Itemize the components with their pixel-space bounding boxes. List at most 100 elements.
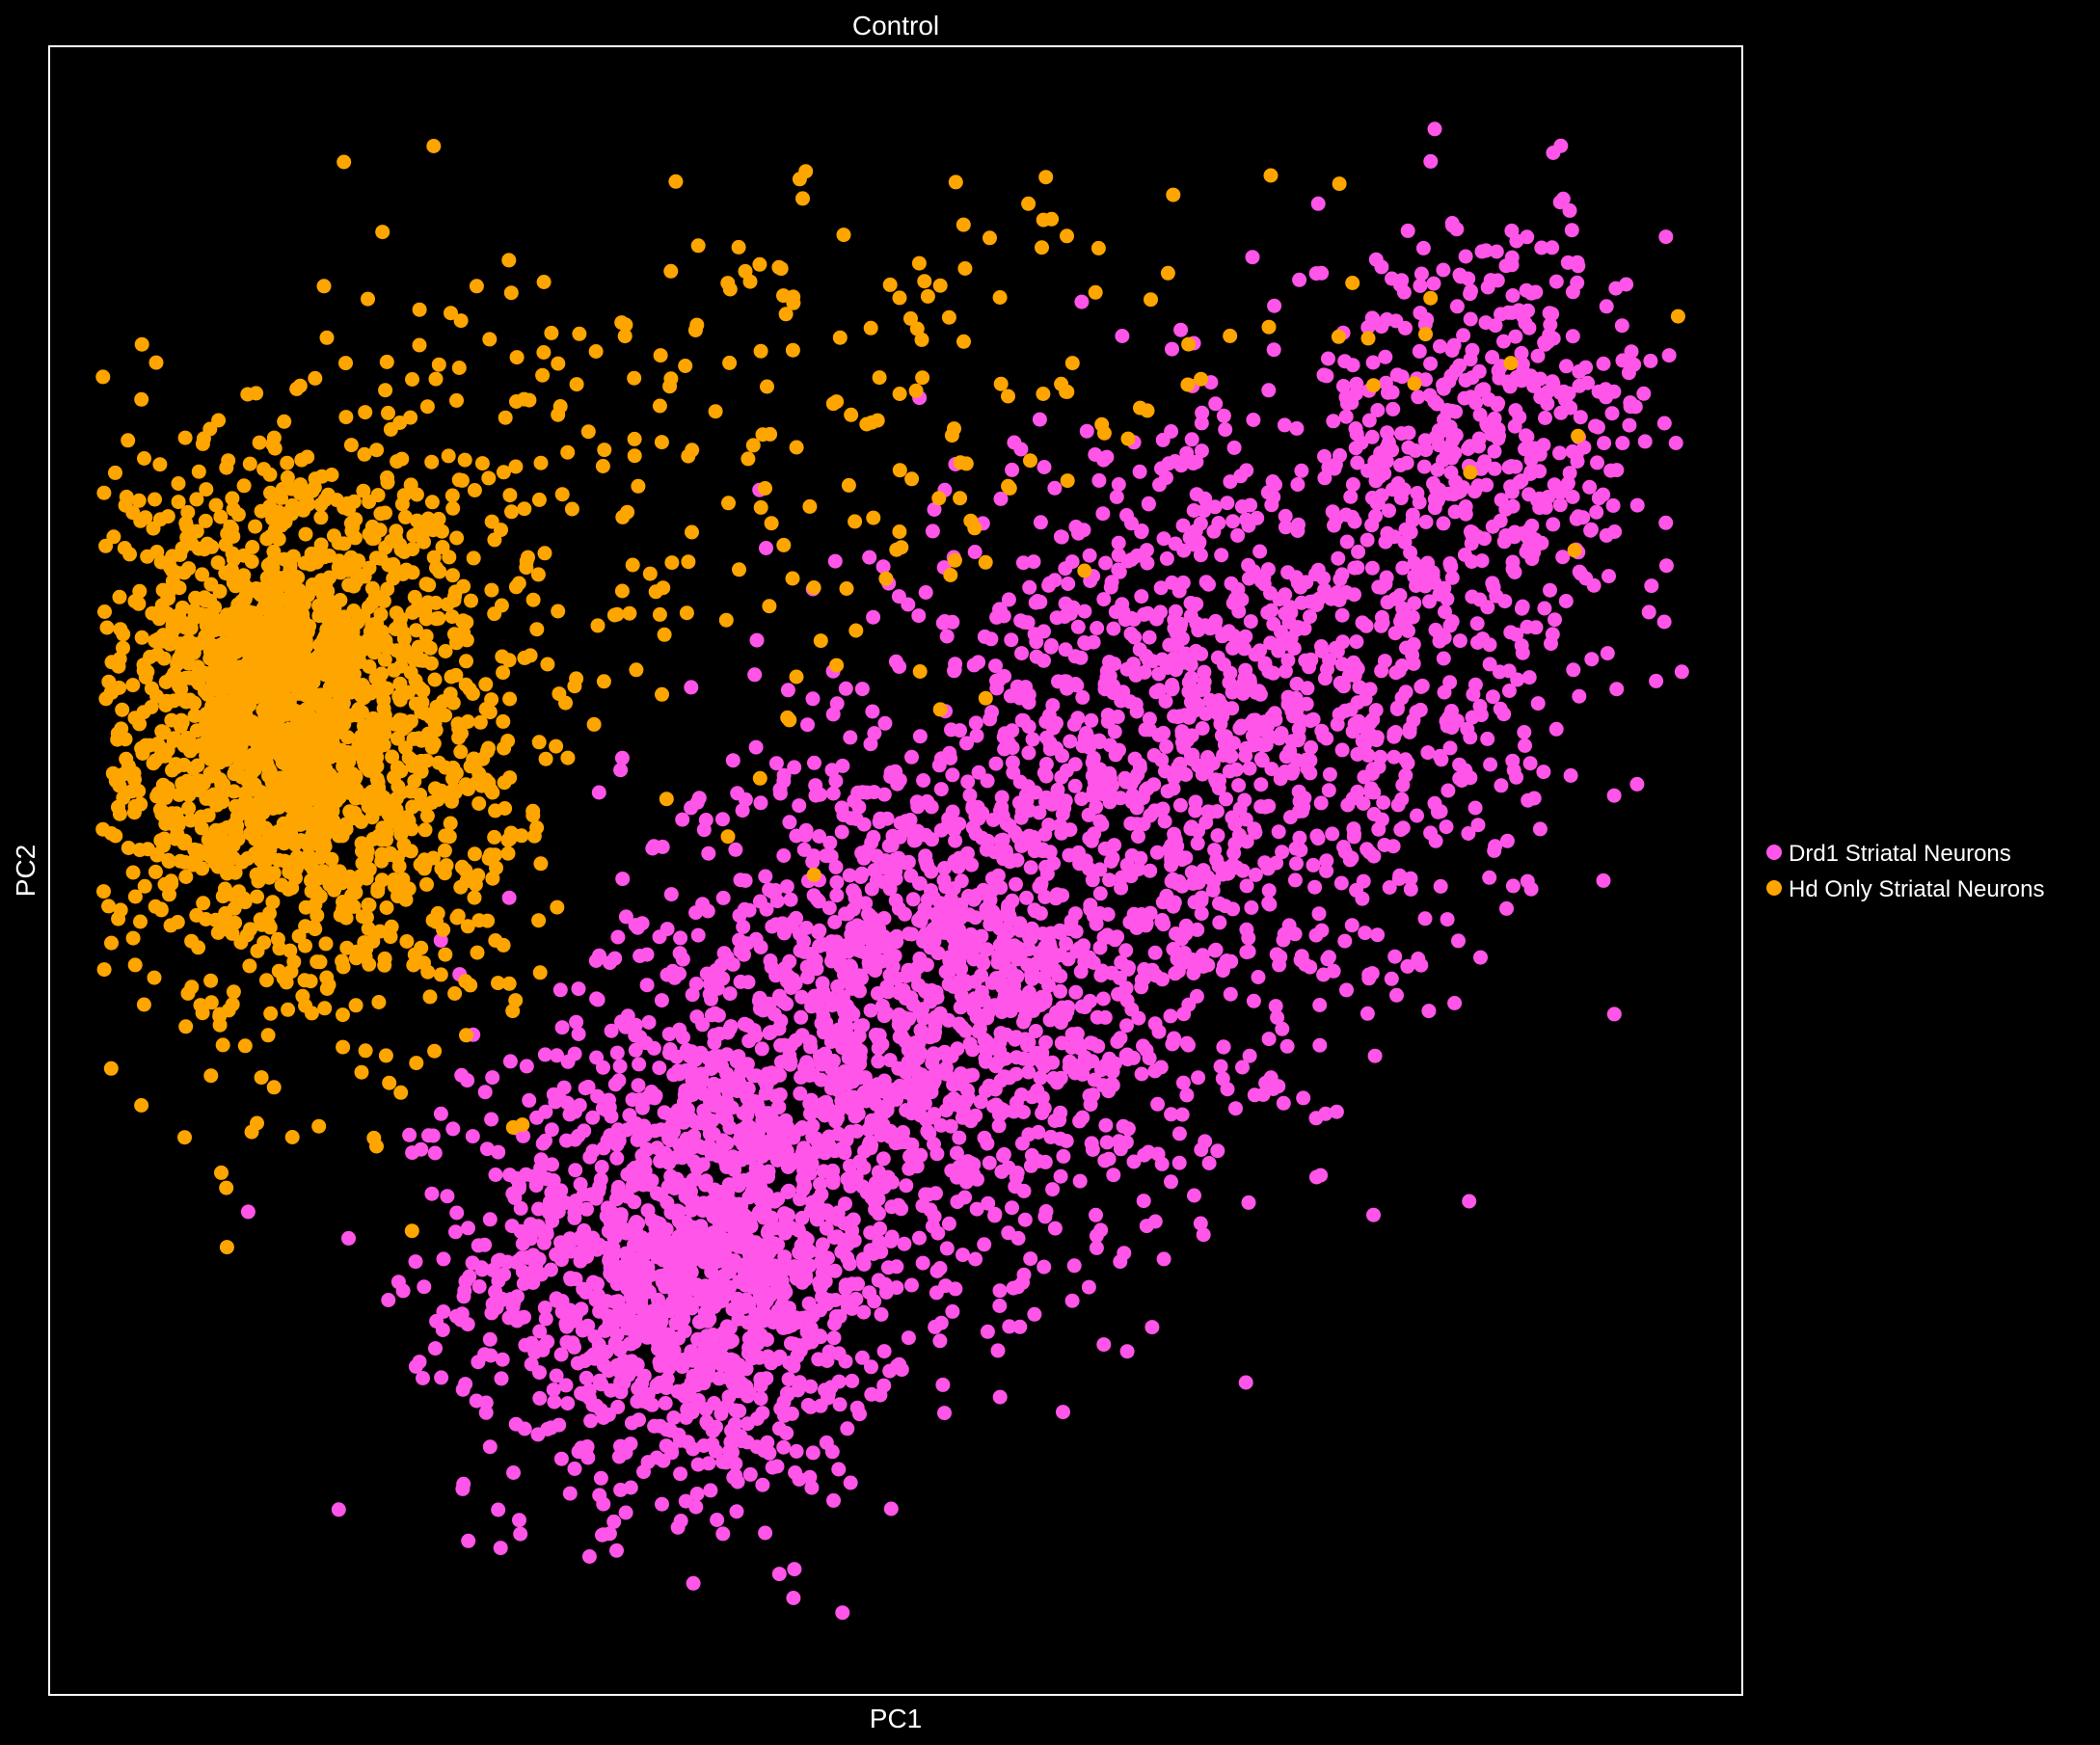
data-point bbox=[741, 1340, 757, 1356]
data-point bbox=[969, 1201, 984, 1217]
data-point bbox=[1252, 544, 1268, 559]
data-point bbox=[1063, 605, 1078, 621]
data-point bbox=[560, 1396, 576, 1411]
data-point bbox=[1013, 442, 1029, 457]
data-point bbox=[1241, 571, 1256, 586]
data-point bbox=[1487, 461, 1502, 476]
data-point bbox=[997, 988, 1012, 1004]
data-point bbox=[960, 846, 975, 861]
data-point bbox=[1464, 554, 1479, 569]
data-point bbox=[726, 1361, 740, 1377]
data-point bbox=[927, 1028, 942, 1043]
data-point bbox=[744, 1184, 760, 1199]
data-point bbox=[1386, 839, 1401, 854]
data-point bbox=[603, 955, 617, 971]
data-point bbox=[537, 546, 552, 561]
data-point bbox=[563, 1272, 579, 1287]
data-point bbox=[473, 1260, 489, 1275]
data-point bbox=[1106, 621, 1121, 636]
data-point bbox=[731, 1311, 746, 1327]
data-point bbox=[1332, 593, 1347, 607]
data-point bbox=[602, 1251, 617, 1267]
data-point bbox=[639, 1329, 655, 1345]
data-point bbox=[769, 1459, 785, 1474]
data-point bbox=[912, 729, 928, 744]
data-point bbox=[822, 835, 838, 850]
data-point bbox=[776, 1408, 792, 1423]
data-point bbox=[736, 1137, 751, 1152]
data-point bbox=[904, 749, 919, 765]
data-point bbox=[1103, 854, 1118, 869]
data-point bbox=[1072, 1173, 1088, 1189]
data-point bbox=[1548, 721, 1564, 737]
data-point bbox=[1392, 278, 1408, 293]
data-point bbox=[776, 773, 792, 789]
data-point bbox=[829, 696, 845, 711]
data-point bbox=[552, 1192, 568, 1207]
data-point bbox=[689, 794, 705, 810]
data-point bbox=[734, 1122, 749, 1138]
data-point bbox=[647, 1123, 662, 1139]
data-point bbox=[1097, 1153, 1113, 1168]
data-point bbox=[616, 1265, 632, 1280]
data-point bbox=[590, 1276, 605, 1292]
data-point bbox=[1316, 367, 1332, 383]
data-point bbox=[1524, 518, 1540, 533]
data-point bbox=[787, 1259, 802, 1275]
data-point bbox=[1596, 872, 1611, 888]
data-point bbox=[1165, 678, 1179, 692]
data-point bbox=[1522, 756, 1538, 771]
data-point bbox=[1010, 1279, 1026, 1295]
data-point bbox=[699, 1414, 714, 1430]
data-point bbox=[1167, 895, 1182, 910]
data-point bbox=[1159, 470, 1173, 486]
data-point bbox=[700, 903, 715, 919]
data-point bbox=[935, 1377, 951, 1392]
data-point bbox=[988, 971, 1004, 986]
data-point bbox=[609, 1150, 625, 1166]
data-point bbox=[1600, 646, 1615, 661]
data-point bbox=[1307, 879, 1323, 895]
data-point bbox=[1170, 875, 1185, 891]
data-point bbox=[1144, 1320, 1160, 1335]
data-point bbox=[807, 755, 821, 770]
data-point bbox=[676, 1226, 691, 1242]
data-point bbox=[707, 1035, 722, 1051]
data-point bbox=[587, 1329, 603, 1344]
data-point bbox=[1225, 810, 1240, 825]
data-point bbox=[1358, 691, 1373, 707]
data-point bbox=[653, 1358, 668, 1373]
data-point bbox=[1520, 873, 1535, 889]
data-point bbox=[1272, 957, 1287, 973]
data-point bbox=[805, 1445, 821, 1461]
data-point bbox=[491, 1274, 506, 1289]
data-point bbox=[1328, 457, 1343, 472]
data-point bbox=[933, 822, 949, 838]
data-point bbox=[427, 672, 443, 687]
data-point bbox=[882, 1053, 898, 1068]
data-point bbox=[1556, 384, 1572, 399]
data-point bbox=[1216, 1039, 1231, 1055]
data-point bbox=[1238, 1375, 1253, 1390]
data-point bbox=[501, 890, 517, 905]
data-point bbox=[967, 545, 983, 559]
data-point bbox=[535, 1339, 551, 1355]
data-point bbox=[1053, 1015, 1068, 1031]
data-point bbox=[856, 1304, 872, 1320]
data-point bbox=[1515, 599, 1530, 614]
data-point bbox=[762, 996, 777, 1011]
data-point bbox=[750, 1326, 766, 1341]
data-point bbox=[1219, 792, 1233, 807]
data-point bbox=[977, 629, 992, 644]
data-point bbox=[996, 1148, 1010, 1164]
data-point bbox=[1261, 664, 1277, 679]
data-point bbox=[606, 1295, 622, 1309]
data-point bbox=[1139, 1219, 1154, 1234]
data-point bbox=[528, 1178, 544, 1194]
data-point bbox=[137, 451, 151, 466]
data-point bbox=[1261, 1032, 1277, 1047]
data-point bbox=[1534, 240, 1549, 255]
data-point bbox=[946, 979, 961, 994]
data-point bbox=[574, 1385, 589, 1401]
data-point bbox=[1235, 1060, 1250, 1075]
